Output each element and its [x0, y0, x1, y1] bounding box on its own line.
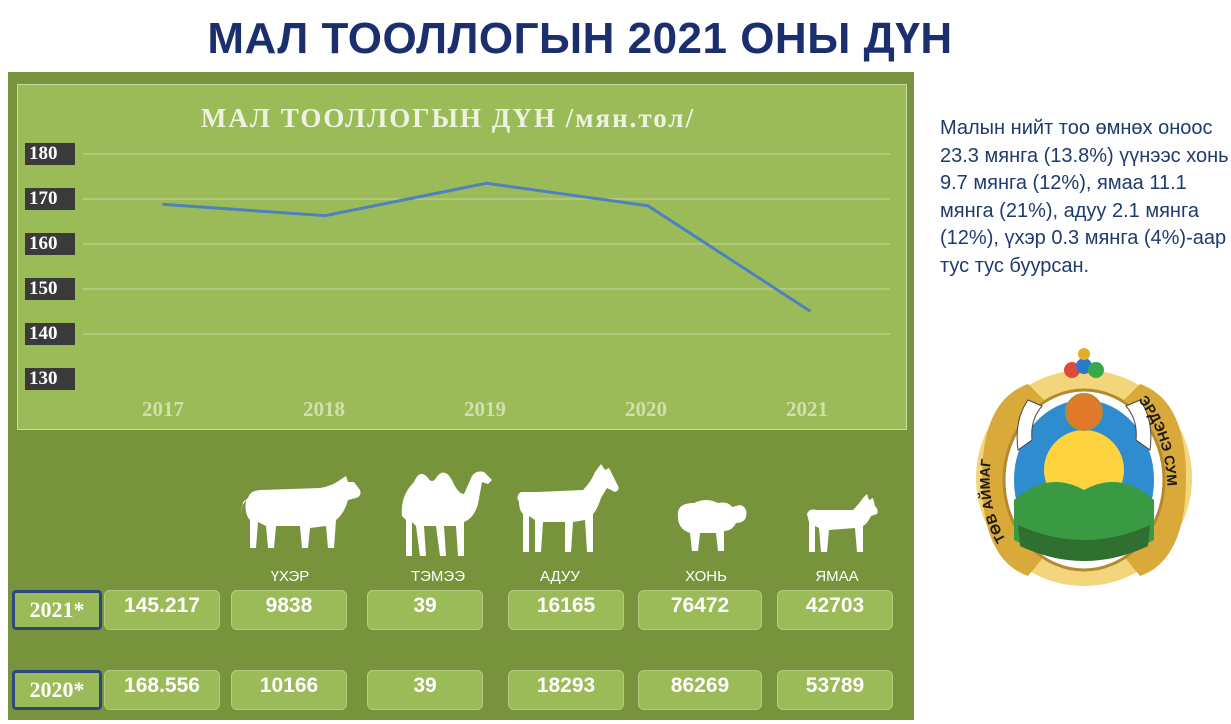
cow-icon — [241, 476, 361, 548]
xtick-label: 2017 — [142, 397, 184, 421]
data-point — [807, 309, 811, 313]
animal-label-camel: ТЭМЭЭ — [410, 568, 465, 585]
cow-value: 9838 — [231, 590, 347, 630]
data-point — [485, 181, 488, 185]
ytick-label: 170 — [25, 188, 75, 210]
chart-title: МАЛ ТООЛЛОГЫН ДҮН /мян.тол/ — [200, 103, 696, 133]
animal-label-cow: ҮХЭР — [270, 568, 310, 585]
horse-value: 16165 — [508, 590, 624, 630]
data-point — [323, 214, 327, 218]
goat-value: 53789 — [777, 670, 893, 710]
ytick-label: 180 — [25, 143, 75, 165]
total-value: 168.556 — [104, 670, 220, 710]
page-title: МАЛ ТООЛЛОГЫН 2021 ОНЫ ДҮН — [207, 14, 953, 63]
chart-plot — [83, 153, 890, 335]
series-line — [163, 181, 811, 312]
sheep-value: 76472 — [638, 590, 762, 630]
xtick-label: 2018 — [303, 397, 345, 421]
sheep-value: 86269 — [638, 670, 762, 710]
horse-icon — [517, 464, 619, 552]
xtick-label: 2019 — [464, 397, 506, 421]
xtick-label: 2020 — [625, 397, 667, 421]
camel-icon — [401, 471, 492, 556]
cow-value: 10166 — [231, 670, 347, 710]
sheep-icon — [677, 500, 747, 551]
line-chart: МАЛ ТООЛЛОГЫН ДҮН /мян.тол/ 180 170 160 … — [17, 84, 907, 430]
animal-label-goat: ЯМАА — [815, 568, 859, 585]
year-label-2021: 2021* — [12, 590, 102, 630]
goat-value: 42703 — [777, 590, 893, 630]
xtick-label: 2021 — [786, 397, 828, 421]
data-point — [162, 202, 166, 206]
ytick-label: 130 — [25, 368, 75, 390]
camel-value: 39 — [367, 670, 483, 710]
animal-label-sheep: ХОНЬ — [685, 568, 727, 585]
camel-value: 39 — [367, 590, 483, 630]
horse-value: 18293 — [508, 670, 624, 710]
total-value: 145.217 — [104, 590, 220, 630]
animal-label-horse: АДУУ — [540, 568, 580, 585]
data-point — [646, 204, 650, 208]
ytick-label: 140 — [25, 323, 75, 345]
ytick-label: 160 — [25, 233, 75, 255]
sum-emblem-icon: ТӨВ АЙМАГ ЭРДЭНЭ СУМ — [976, 348, 1192, 586]
summary-text: Малын нийт тоо өмнөх оноос 23.3 мянга (1… — [940, 117, 1229, 277]
year-label-2020: 2020* — [12, 670, 102, 710]
ytick-label: 150 — [25, 278, 75, 300]
goat-icon — [807, 494, 878, 552]
